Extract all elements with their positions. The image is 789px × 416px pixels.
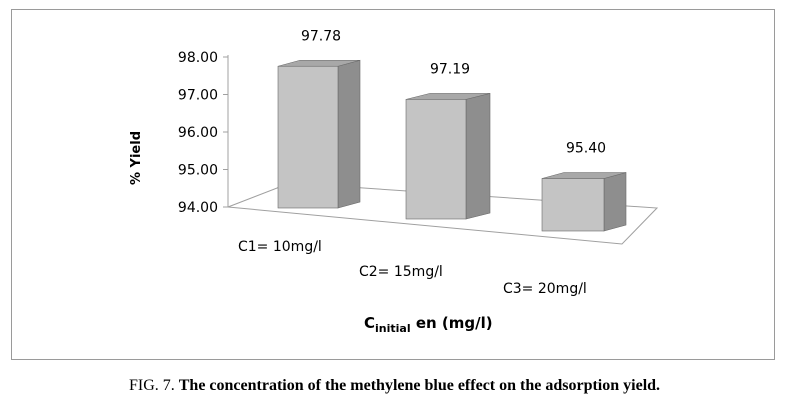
x-axis: C1= 10mg/l C2= 15mg/l C3= 20mg/l — [238, 239, 587, 297]
data-labels: 97.78 97.19 95.40 — [301, 28, 606, 156]
x-category-label: C3= 20mg/l — [503, 281, 587, 297]
caption-text: The concentration of the methylene blue … — [178, 377, 661, 394]
y-axis-title: % Yield — [129, 131, 144, 185]
bar-side-face — [603, 172, 627, 232]
y-tick-label: 96.00 — [178, 125, 218, 141]
chart-floor — [227, 182, 659, 245]
bar-series — [277, 59, 627, 232]
floor-outline — [227, 182, 659, 245]
data-label: 95.40 — [566, 141, 606, 157]
figure-caption: FIG. 7. The concentration of the methyle… — [0, 377, 789, 395]
bar — [277, 59, 361, 209]
x-category-label: C2= 15mg/l — [359, 264, 443, 280]
data-label: 97.78 — [301, 28, 341, 44]
data-label: 97.19 — [430, 61, 470, 77]
bar-front-face — [405, 99, 467, 220]
bar-chart: 94.00 95.00 96.00 97.00 98.00 97.78 97.19 95.4… — [129, 28, 659, 335]
x-axis-title: Cinitial en (mg/l) — [364, 314, 493, 335]
y-tick-label: 97.00 — [178, 88, 218, 104]
bar-front-face — [541, 178, 605, 232]
bar — [405, 92, 491, 220]
x-axis-title-rest: en (mg/l) — [411, 314, 493, 332]
bar-side-face — [337, 59, 361, 209]
caption-prefix: FIG. 7. — [128, 377, 179, 394]
y-tick-label: 94.00 — [178, 200, 218, 216]
x-axis-title-main: C — [364, 314, 375, 332]
y-tick-label: 98.00 — [178, 50, 218, 66]
x-category-label: C1= 10mg/l — [238, 239, 322, 255]
bar — [541, 172, 627, 232]
bar-front-face — [277, 65, 339, 209]
y-axis: 94.00 95.00 96.00 97.00 98.00 — [178, 50, 229, 216]
x-axis-title-subscript: initial — [375, 322, 411, 335]
chart-frame: 94.00 95.00 96.00 97.00 98.00 97.78 97.19 95.4… — [11, 9, 775, 360]
bar-side-face — [465, 92, 491, 220]
y-tick-label: 95.00 — [178, 163, 218, 179]
